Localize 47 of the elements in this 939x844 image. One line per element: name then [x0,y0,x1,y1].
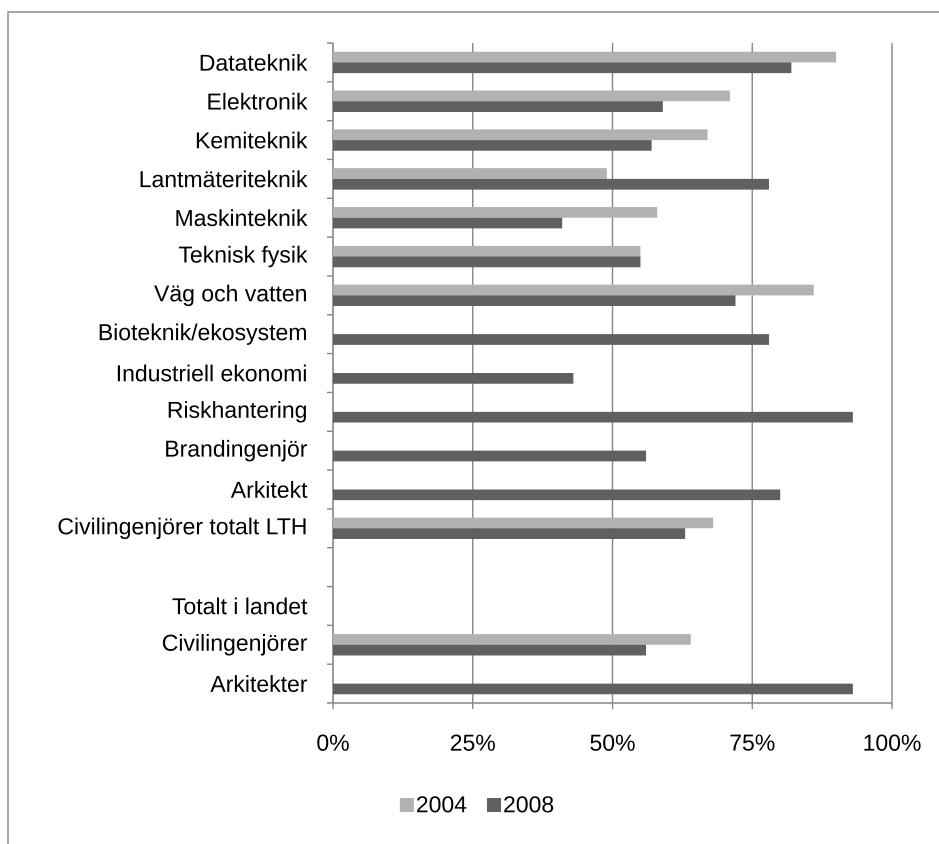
y-tick-label: Datateknik [200,54,308,71]
y-tick-label: Arkitekt [230,481,308,498]
bar [333,101,663,112]
y-tick-label: Arkitekter [210,675,308,692]
legend-label: 2004 [417,796,466,812]
x-tick-label: 50% [590,734,635,751]
y-tick-label: Väg och vatten [154,284,306,306]
bar [333,284,814,296]
x-tick-label: 75% [730,734,774,751]
bar [333,52,836,62]
bar [333,90,730,102]
bar [333,256,640,268]
bar [333,489,780,500]
bar [333,518,714,528]
y-tick-label: Kemiteknik [196,132,308,149]
x-tick-label: 100% [864,734,921,751]
y-tick-label: Teknisk fysik [178,246,308,268]
bar [333,62,792,74]
bar [333,634,691,645]
y-tick-label: Totalt i landet [172,598,308,614]
bar [333,450,646,462]
bar [333,129,708,140]
y-tick-label: Maskinteknik [176,209,308,226]
x-tick-label: 25% [450,734,495,751]
legend-label: 2008 [504,796,554,812]
x-tick-label: 0% [317,734,349,751]
bar [333,246,640,257]
bar [333,644,646,656]
y-tick-label: Bioteknik/ekosystem [100,323,306,345]
bar [333,168,607,179]
bar [333,207,658,218]
bar [333,528,686,539]
bar [333,334,770,345]
y-tick-label: Elektronik [208,92,308,110]
y-tick-label: Lantmäteriteknik [140,170,308,188]
bar [333,218,562,228]
y-tick-label: Civilingenjörer totalt LTH [58,518,306,540]
bar [333,295,736,306]
y-tick-label: Brandingenjör [166,440,308,462]
y-tick-label: Civilingenjörer [162,634,308,656]
y-tick-label: Industriell ekonomi [118,364,306,382]
bar [333,140,652,151]
bar [333,412,853,423]
bar [333,373,574,384]
bar [333,178,770,190]
bar [333,684,853,694]
y-tick-label: Riskhantering [168,401,306,423]
